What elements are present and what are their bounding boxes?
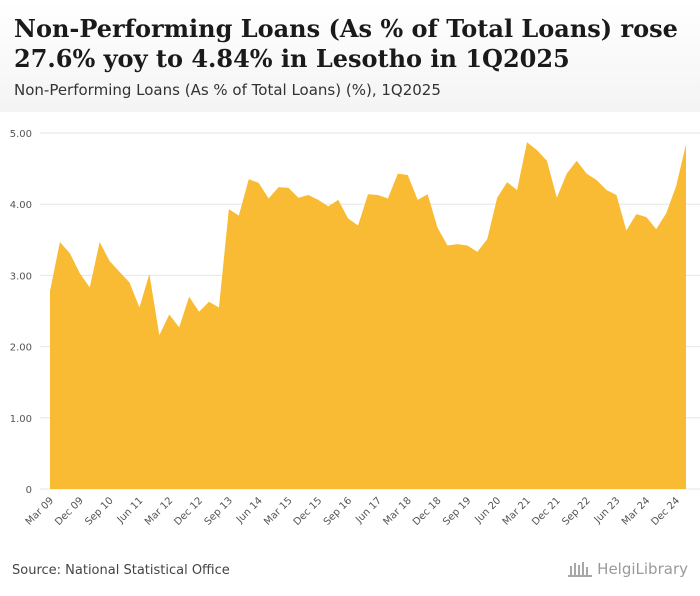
chart-header: Non-Performing Loans (As % of Total Loan… [0, 0, 700, 112]
chart-subtitle: Non-Performing Loans (As % of Total Loan… [14, 81, 441, 99]
x-tick-label: Sep 22 [560, 495, 592, 527]
logo-text: HelgiLibrary [597, 560, 688, 578]
x-tick-label: Dec 12 [172, 495, 205, 528]
y-tick-label: 5.00 [10, 129, 32, 140]
x-tick-label: Mar 18 [381, 495, 413, 527]
x-tick-label: Mar 09 [24, 495, 56, 527]
x-tick-label: Jun 17 [353, 495, 384, 526]
x-tick-label: Jun 11 [115, 495, 146, 526]
x-tick-label: Sep 10 [83, 495, 115, 527]
x-tick-label: Dec 09 [53, 495, 86, 528]
y-tick-label: 4.00 [10, 200, 32, 211]
chart-title: Non-Performing Loans (As % of Total Loan… [14, 14, 678, 73]
x-tick-label: Dec 21 [530, 495, 563, 528]
helgi-library-logo: HelgiLibrary [567, 560, 688, 578]
y-tick-label: 2.00 [10, 343, 32, 354]
y-tick-label: 1.00 [10, 414, 32, 425]
x-tick-label: Dec 15 [292, 495, 325, 528]
y-tick-label: 0 [26, 485, 32, 496]
x-tick-label: Jun 20 [473, 495, 504, 526]
x-tick-label: Mar 12 [143, 495, 175, 527]
library-building-icon [568, 562, 593, 577]
x-tick-label: Jun 14 [234, 495, 265, 526]
x-tick-label: Dec 18 [411, 495, 444, 528]
x-tick-label: Sep 19 [441, 495, 473, 527]
x-tick-label: Jun 23 [592, 495, 623, 526]
npl-area-series [50, 142, 686, 489]
x-tick-label: Mar 24 [620, 495, 652, 527]
x-tick-label: Mar 21 [501, 495, 533, 527]
x-tick-label: Mar 15 [262, 495, 294, 527]
x-tick-label: Sep 16 [322, 495, 354, 527]
y-tick-label: 3.00 [10, 271, 32, 282]
source-note: Source: National Statistical Office [12, 563, 230, 578]
x-tick-label: Sep 13 [203, 495, 235, 527]
x-tick-label: Dec 24 [649, 495, 682, 528]
